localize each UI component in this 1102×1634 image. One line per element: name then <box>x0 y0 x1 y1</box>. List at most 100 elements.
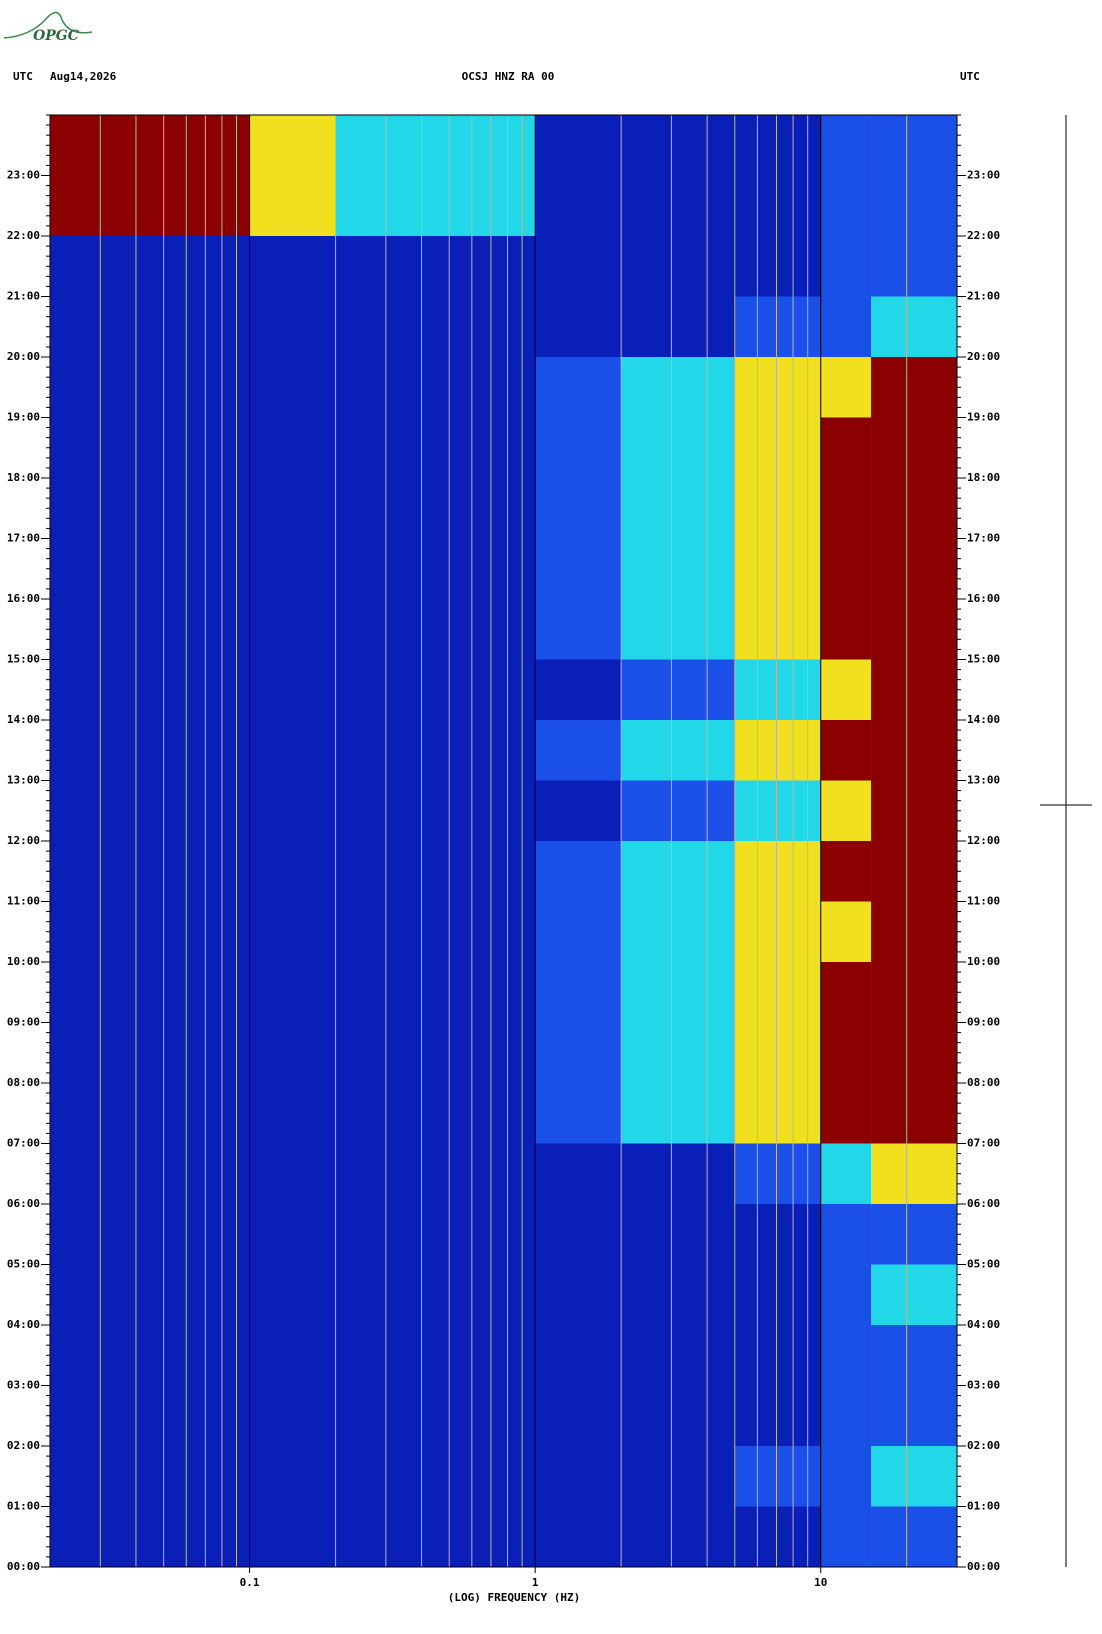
spectrogram-cell <box>535 236 622 297</box>
y-tick-label-right: 13:00 <box>967 774 1000 787</box>
spectrogram-cell <box>535 1506 622 1567</box>
spectrogram-cell <box>871 1506 957 1567</box>
spectrogram-cell <box>621 1446 735 1507</box>
spectrogram-cell <box>820 599 872 660</box>
y-tick-label-right: 09:00 <box>967 1016 1000 1029</box>
spectrogram-cell <box>535 1325 622 1386</box>
spectrogram-cell <box>335 236 536 297</box>
spectrogram-cell <box>820 780 872 841</box>
spectrogram-cell <box>50 962 164 1023</box>
spectrogram-cell <box>871 357 957 418</box>
y-tick-label: 08:00 <box>7 1076 40 1089</box>
spectrogram-cell <box>50 538 164 599</box>
spectrogram-cell <box>621 115 735 176</box>
spectrogram-cell <box>535 720 622 781</box>
spectrogram-cell <box>163 478 250 539</box>
spectrogram-cell <box>734 1446 821 1507</box>
spectrogram-cell <box>249 1083 336 1144</box>
spectrogram-cell <box>871 1264 957 1325</box>
y-tick-label: 21:00 <box>7 290 40 303</box>
spectrogram-cell <box>163 1264 250 1325</box>
spectrogram-cell <box>335 478 536 539</box>
spectrogram-cell <box>163 1325 250 1386</box>
spectrogram-cell <box>535 1143 622 1204</box>
spectrogram-cell <box>820 538 872 599</box>
spectrogram-cell <box>621 478 735 539</box>
spectrogram-cell <box>871 841 957 902</box>
spectrogram-cell <box>249 236 336 297</box>
spectrogram-cell <box>621 1204 735 1265</box>
spectrogram-cell <box>820 417 872 478</box>
spectrogram-cell <box>50 1385 164 1446</box>
spectrogram-cell <box>535 901 622 962</box>
y-tick-label: 12:00 <box>7 834 40 847</box>
spectrogram-cell <box>163 175 250 236</box>
y-tick-label: 04:00 <box>7 1318 40 1331</box>
spectrogram-cell <box>335 1143 536 1204</box>
y-tick-label-right: 08:00 <box>967 1076 1000 1089</box>
spectrogram-cell <box>734 175 821 236</box>
spectrogram-cell <box>621 175 735 236</box>
spectrogram-cell <box>820 659 872 720</box>
spectrogram-cell <box>249 901 336 962</box>
spectrogram-cell <box>734 1506 821 1567</box>
y-tick-label: 16:00 <box>7 592 40 605</box>
spectrogram-cell <box>621 720 735 781</box>
spectrogram-cell <box>249 296 336 357</box>
spectrogram-cell <box>621 296 735 357</box>
spectrogram-cell <box>249 417 336 478</box>
spectrogram-cell <box>50 1325 164 1386</box>
spectrogram-cell <box>871 1204 957 1265</box>
spectrogram-cell <box>871 901 957 962</box>
spectrogram-cell <box>871 175 957 236</box>
spectrogram-cell <box>734 720 821 781</box>
spectrogram-cell <box>871 1446 957 1507</box>
y-tick-label: 15:00 <box>7 653 40 666</box>
spectrogram-cell <box>820 962 872 1023</box>
time-zone-left: UTC <box>13 70 33 83</box>
y-tick-label-right: 02:00 <box>967 1439 1000 1452</box>
spectrogram-cell <box>163 962 250 1023</box>
spectrogram-cell <box>621 417 735 478</box>
spectrogram-cell <box>820 1385 872 1446</box>
spectrogram-cell <box>249 1022 336 1083</box>
spectrogram-cell <box>249 659 336 720</box>
spectrogram-cell <box>50 115 164 176</box>
spectrogram-cell <box>50 478 164 539</box>
y-tick-label-right: 06:00 <box>967 1197 1000 1210</box>
spectrogram-cell <box>249 538 336 599</box>
time-zone-right: UTC <box>960 70 980 83</box>
spectrogram-cell <box>249 1325 336 1386</box>
spectrogram-cell <box>50 296 164 357</box>
spectrogram-cell <box>50 1506 164 1567</box>
y-tick-label-right: 01:00 <box>967 1500 1000 1513</box>
y-tick-label-right: 20:00 <box>967 350 1000 363</box>
spectrogram-cell <box>163 1143 250 1204</box>
spectrogram-cell <box>249 1143 336 1204</box>
spectrogram-cell <box>249 175 336 236</box>
spectrogram-cell <box>621 1083 735 1144</box>
spectrogram-cell <box>535 1204 622 1265</box>
spectrogram-cell <box>871 720 957 781</box>
spectrogram-cell <box>621 1022 735 1083</box>
spectrogram-cell <box>871 296 957 357</box>
spectrogram-cell <box>734 236 821 297</box>
spectrogram-cell <box>335 1325 536 1386</box>
spectrogram-cell <box>163 1022 250 1083</box>
spectrogram-cell <box>621 599 735 660</box>
spectrogram-cell <box>871 780 957 841</box>
y-tick-label-right: 10:00 <box>967 955 1000 968</box>
spectrogram-cell <box>50 659 164 720</box>
spectrogram-cell <box>734 901 821 962</box>
spectrogram-cell <box>621 1264 735 1325</box>
spectrogram-cell <box>871 962 957 1023</box>
chart-title: OCSJ HNZ RA 00 <box>462 70 555 83</box>
spectrogram-cell <box>734 841 821 902</box>
spectrogram-cell <box>820 1204 872 1265</box>
spectrogram-cell <box>163 720 250 781</box>
spectrogram-cell <box>734 1264 821 1325</box>
spectrogram-cell <box>163 417 250 478</box>
spectrogram-cell <box>335 962 536 1023</box>
spectrogram-cell <box>50 1204 164 1265</box>
x-axis-label: (LOG) FREQUENCY (HZ) <box>448 1591 580 1604</box>
